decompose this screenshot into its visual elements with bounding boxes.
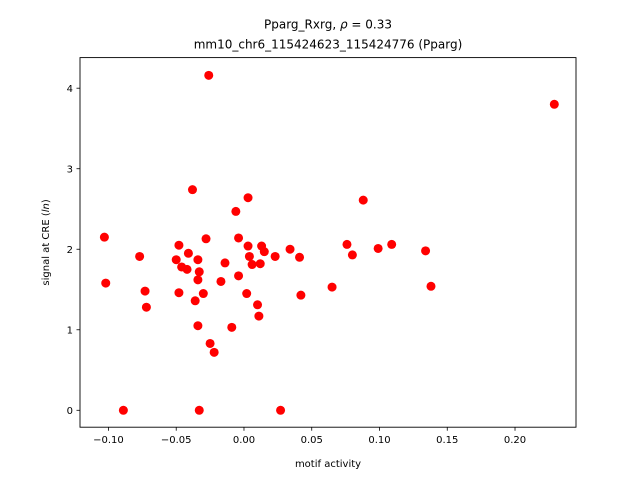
x-tick-label: 0.00: [233, 435, 255, 446]
data-point: [193, 321, 203, 331]
plot-frame: [79, 57, 577, 428]
data-point: [243, 193, 253, 203]
data-point: [101, 278, 111, 288]
data-point: [234, 233, 244, 243]
x-tick-label: 0.10: [368, 435, 390, 446]
data-point: [342, 239, 352, 249]
chart-title-line2: mm10_chr6_115424623_115424776 (Pparg): [194, 38, 463, 52]
data-point: [216, 276, 226, 286]
data-point: [193, 275, 203, 285]
x-tick-label: −0.10: [93, 435, 124, 446]
data-points: [99, 70, 559, 415]
data-point: [227, 322, 237, 332]
y-tick-label: 3: [67, 164, 73, 175]
data-point: [296, 290, 306, 300]
chart-title-line1: Pparg_Rxrg, ρ = 0.33: [264, 18, 392, 32]
x-tick-label: 0.15: [436, 435, 458, 446]
data-point: [205, 338, 215, 348]
data-point: [231, 206, 241, 216]
y-axis-label: signal at CRE (ln): [41, 199, 52, 285]
data-point: [174, 288, 184, 298]
data-point: [220, 258, 230, 268]
data-point: [140, 286, 150, 296]
data-point: [426, 281, 436, 291]
data-point: [243, 241, 253, 251]
data-point: [187, 185, 197, 195]
data-point: [285, 244, 295, 254]
data-point: [141, 302, 151, 312]
data-point: [242, 289, 252, 299]
y-tick-label: 2: [67, 245, 73, 256]
data-point: [183, 248, 193, 258]
y-tick-label: 4: [67, 84, 73, 95]
data-point: [198, 289, 208, 299]
data-point: [347, 250, 357, 260]
data-point: [254, 311, 264, 321]
data-point: [234, 271, 244, 281]
data-point: [247, 260, 257, 270]
y-tick-label: 0: [67, 406, 73, 417]
data-point: [201, 234, 211, 244]
data-point: [255, 259, 265, 269]
data-point: [373, 243, 383, 253]
x-axis-label: motif activity: [295, 459, 361, 470]
data-point: [387, 239, 397, 249]
x-tick-label: −0.05: [161, 435, 192, 446]
data-point: [276, 405, 286, 415]
data-point: [358, 195, 368, 205]
data-point: [259, 247, 269, 257]
data-point: [99, 232, 109, 242]
data-point: [194, 405, 204, 415]
x-tick-label: 0.20: [504, 435, 526, 446]
data-point: [209, 347, 219, 357]
data-point: [204, 70, 214, 80]
data-point: [253, 300, 263, 310]
data-point: [327, 282, 337, 292]
data-point: [135, 251, 145, 261]
y-tick-label: 1: [67, 325, 73, 336]
data-point: [194, 267, 204, 277]
x-axis-ticks: −0.10 −0.05 0.00 0.05 0.10 0.15 0.20: [93, 427, 526, 446]
data-point: [549, 99, 559, 109]
data-point: [190, 296, 200, 306]
data-point: [118, 405, 128, 415]
y-axis-ticks: 0 1 2 3 4: [67, 84, 80, 417]
data-point: [244, 251, 254, 261]
x-tick-label: 0.05: [301, 435, 323, 446]
data-point: [174, 240, 184, 250]
data-point: [421, 246, 431, 256]
data-point: [171, 255, 181, 265]
data-point: [295, 252, 305, 262]
data-point: [182, 264, 192, 274]
data-point: [270, 251, 280, 261]
data-point: [193, 255, 203, 265]
